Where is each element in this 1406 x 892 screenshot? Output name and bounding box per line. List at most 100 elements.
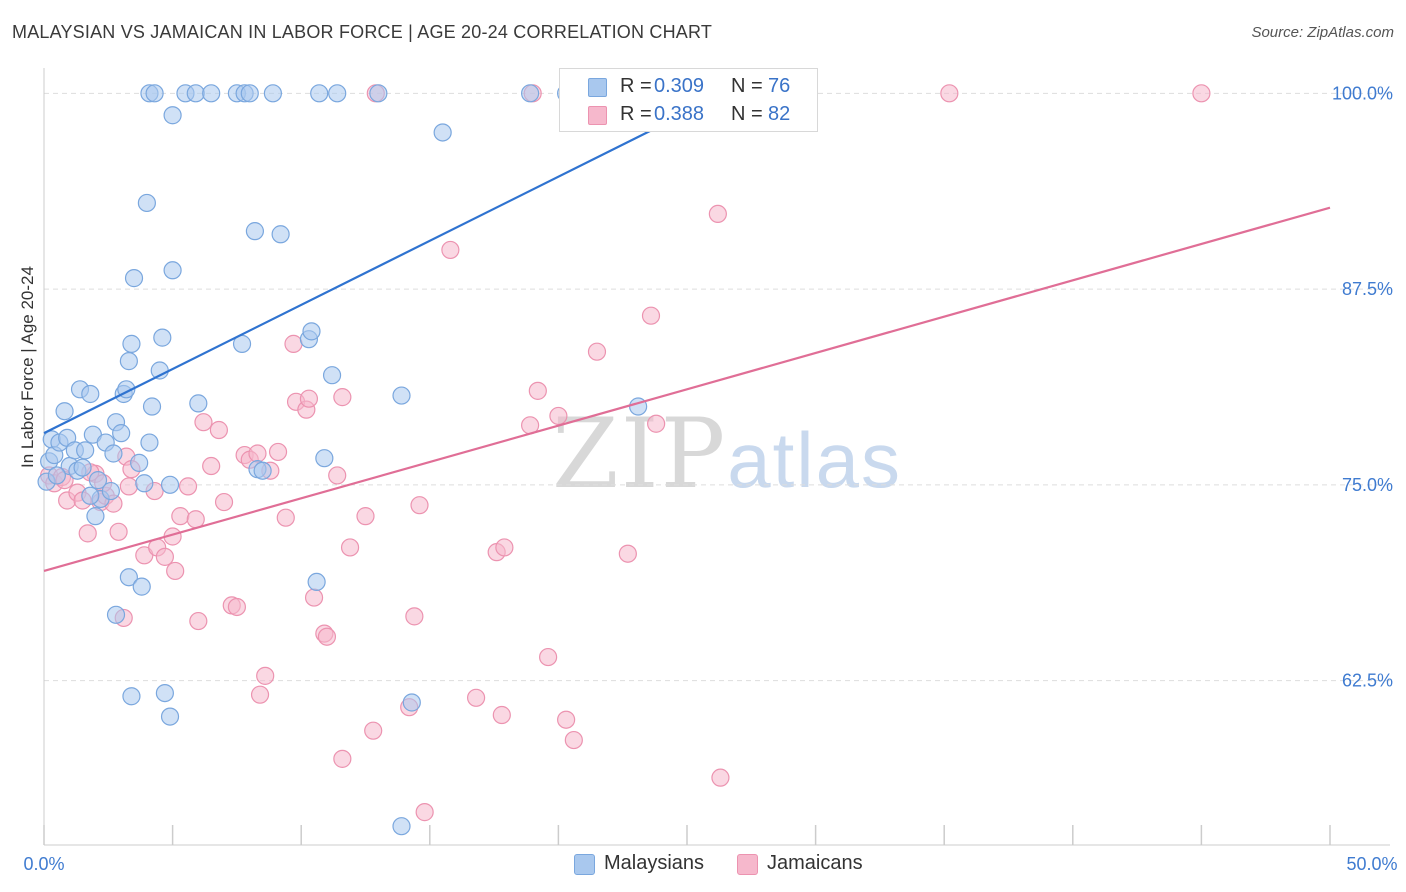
jamaican-point: [364, 721, 383, 740]
jamaican-point: [641, 306, 661, 325]
jamaican-point: [466, 688, 486, 707]
jamaican-point: [256, 666, 275, 685]
malaysian-point: [433, 123, 452, 142]
malaysians-legend-swatch: [574, 854, 595, 875]
y-tick-label: 87.5%: [1342, 279, 1393, 299]
r-label: R =: [620, 75, 652, 97]
jamaican-point: [333, 388, 352, 407]
malaysian-point: [245, 222, 265, 241]
jamaican-point: [328, 466, 347, 485]
source-credit: Source: ZipAtlas.com: [1251, 24, 1394, 41]
malaysian-point: [145, 84, 164, 103]
jamaican-point: [194, 413, 213, 432]
jamaican-point: [564, 730, 583, 750]
watermark: ZIPatlas: [552, 398, 902, 510]
malaysian-point: [263, 84, 283, 103]
malaysian-point: [163, 106, 182, 125]
malaysian-point: [124, 269, 144, 288]
watermark-atlas: atlas: [727, 416, 902, 504]
malaysian-point: [55, 402, 74, 421]
stats-row-jamaicans: R = 0.388 N = 82: [560, 101, 817, 129]
malaysian-point: [76, 441, 95, 460]
malaysians-swatch: [588, 78, 607, 97]
malaysian-point: [202, 84, 221, 103]
jamaican-point: [284, 334, 303, 353]
legend-label-malaysians: Malaysians: [604, 852, 705, 874]
jamaican-point: [202, 456, 221, 476]
jamaican-point: [711, 768, 730, 787]
jamaican-point: [618, 544, 637, 563]
malaysian-point: [140, 433, 159, 452]
malaysian-point: [47, 466, 66, 485]
jamaican-point: [171, 507, 190, 526]
jamaican-point: [166, 561, 185, 581]
n-value: 82: [768, 103, 791, 125]
malaysian-point: [119, 568, 138, 587]
jamaican-point: [1192, 84, 1211, 103]
malaysian-point: [302, 322, 321, 341]
y-tick-label: 100.0%: [1332, 83, 1393, 103]
malaysian-point: [73, 458, 92, 477]
malaysian-point: [153, 328, 172, 347]
jamaican-point: [587, 342, 607, 361]
jamaican-point: [209, 420, 228, 440]
malaysian-point: [132, 577, 151, 596]
malaysian-point: [137, 193, 156, 213]
malaysian-point: [130, 453, 149, 472]
legend-label-jamaicans: Jamaicans: [767, 852, 863, 874]
jamaican-point: [410, 496, 429, 515]
jamaican-point: [441, 240, 460, 260]
malaysian-point: [186, 84, 205, 103]
malaysian-point: [104, 444, 123, 463]
jamaican-point: [248, 444, 267, 463]
malaysian-point: [328, 84, 347, 103]
jamaican-point: [940, 84, 959, 103]
jamaican-point: [415, 803, 434, 822]
malaysian-point: [81, 486, 100, 505]
jamaican-point: [109, 522, 128, 541]
malaysian-point: [521, 84, 540, 103]
y-tick-label: 75.0%: [1342, 475, 1393, 495]
malaysian-point: [112, 424, 131, 443]
jamaican-point: [333, 749, 352, 768]
chart-title: MALAYSIAN VS JAMAICAN IN LABOR FORCE | A…: [12, 22, 713, 42]
jamaican-point: [119, 477, 138, 496]
malaysian-point: [160, 475, 180, 494]
stats-row-malaysians: R = 0.309 N = 76: [560, 73, 817, 101]
jamaican-point: [78, 524, 97, 543]
x-tick-label: 0.0%: [23, 854, 64, 874]
malaysian-point: [369, 84, 388, 103]
r-value: 0.388: [654, 103, 705, 125]
malaysian-point: [240, 84, 259, 103]
watermark-zip: ZIP: [552, 398, 728, 510]
malaysian-point: [392, 817, 411, 836]
r-value: 0.309: [654, 75, 705, 97]
jamaican-point: [186, 510, 205, 529]
jamaican-point: [317, 627, 337, 646]
jamaican-point: [492, 705, 511, 725]
y-axis-label: In Labor Force | Age 20-24: [18, 266, 37, 468]
jamaicans-swatch: [588, 106, 607, 125]
jamaican-trend-line: [43, 206, 1331, 573]
malaysian-point: [160, 707, 180, 726]
jamaican-point: [647, 414, 666, 433]
jamaican-point: [340, 538, 360, 557]
malaysian-point: [142, 397, 162, 416]
jamaican-point: [299, 389, 319, 408]
r-label: R =: [620, 103, 652, 125]
malaysian-point: [122, 334, 141, 353]
malaysian-point: [392, 386, 411, 405]
malaysian-point: [81, 384, 100, 404]
malaysian-point: [271, 225, 290, 244]
jamaican-point: [276, 508, 295, 527]
jamaican-point: [495, 538, 514, 557]
malaysian-point: [135, 474, 154, 493]
malaysian-point: [86, 507, 105, 526]
malaysian-trend-line: [43, 92, 727, 435]
stats-legend: R = 0.309 N = 76 R = 0.388 N = 82: [559, 68, 818, 132]
malaysian-point: [402, 693, 421, 712]
jamaican-point: [356, 507, 375, 526]
malaysian-point: [310, 84, 329, 103]
malaysian-point: [189, 394, 208, 413]
